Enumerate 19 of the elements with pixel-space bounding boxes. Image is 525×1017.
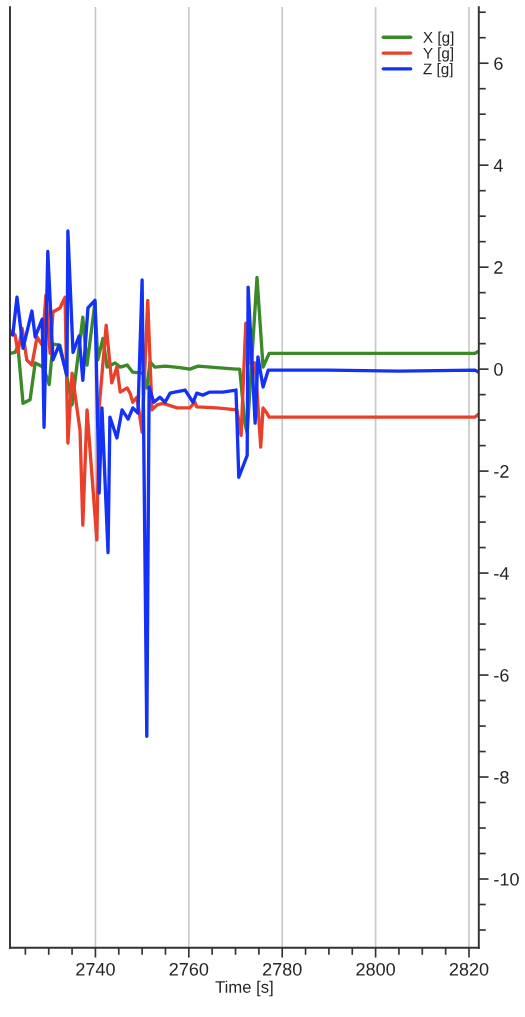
x-axis-title: Time [s] xyxy=(215,980,273,997)
line-series xyxy=(9,229,479,738)
y-tick-label: -8 xyxy=(494,770,509,784)
x-tick-label: 2820 xyxy=(449,962,489,976)
y-tick-label: -10 xyxy=(494,872,519,886)
x-tick-label: 2760 xyxy=(169,962,209,976)
legend-label: Z [g] xyxy=(423,63,453,78)
legend-label: Y [g] xyxy=(423,47,453,62)
x-tick-label: 2800 xyxy=(356,962,395,976)
y-tick-label: 6 xyxy=(494,57,503,70)
y-tick-label: -2 xyxy=(494,465,509,478)
x-tick-label: 2780 xyxy=(263,962,302,976)
y-tick-label: 0 xyxy=(494,363,503,376)
y-tick-label: -6 xyxy=(494,668,509,682)
legend-label: X [g] xyxy=(423,31,454,46)
y-tick-label: 2 xyxy=(494,261,503,274)
y-tick-label: 4 xyxy=(493,159,503,172)
y-tick-label: -4 xyxy=(494,567,509,580)
x-tick-label: 2740 xyxy=(76,962,115,976)
